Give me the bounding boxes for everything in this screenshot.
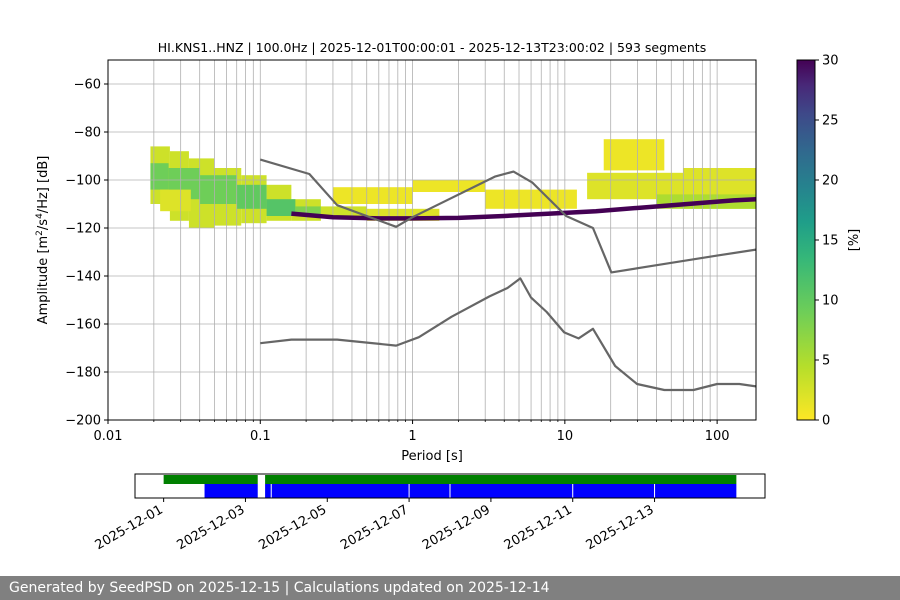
timeline-tick-label: 2025-12-09 bbox=[420, 502, 493, 553]
colorbar-tick-label: 30 bbox=[822, 54, 839, 69]
timeline-tick-label: 2025-12-13 bbox=[584, 502, 657, 553]
plot-frame bbox=[107, 59, 757, 421]
timeline-tick-label: 2025-12-07 bbox=[338, 502, 411, 553]
timeline-tick-label: 2025-12-01 bbox=[93, 502, 166, 553]
data-availability-timeline bbox=[163, 475, 737, 498]
x-tick-label: 0.1 bbox=[250, 429, 271, 444]
y-tick-label: −140 bbox=[65, 270, 101, 285]
x-tick-label: 100 bbox=[705, 429, 730, 444]
psd-figure: HI.KNS1..HNZ | 100.0Hz | 2025-12-01T00:0… bbox=[35, 40, 862, 553]
x-tick-label: 0.01 bbox=[94, 429, 123, 444]
y-tick-label: −120 bbox=[65, 222, 101, 237]
noise-model-lines bbox=[259, 158, 756, 392]
low-noise-model-line bbox=[260, 277, 756, 392]
footer-text: Generated by SeedPSD on 2025-12-15 | Cal… bbox=[9, 580, 550, 596]
timeline-bar-blue bbox=[204, 484, 258, 498]
timeline-frame bbox=[134, 473, 766, 499]
timeline-bar-blue bbox=[265, 484, 737, 498]
colorbar-gradient bbox=[796, 59, 816, 421]
density-cell bbox=[332, 187, 413, 204]
colorbar-tick-label: 0 bbox=[822, 414, 830, 429]
high-noise-model-line bbox=[259, 158, 756, 274]
timeline-tick-label: 2025-12-11 bbox=[502, 502, 575, 553]
colorbar-tick-label: 20 bbox=[822, 174, 839, 189]
density-cell bbox=[236, 184, 267, 209]
grid-lines bbox=[108, 60, 756, 420]
colorbar-label: [%] bbox=[847, 229, 862, 252]
colorbar-tick-label: 10 bbox=[822, 294, 839, 309]
y-tick-label: −80 bbox=[74, 126, 101, 141]
y-tick-label: −60 bbox=[74, 78, 101, 93]
timeline-bar-green bbox=[265, 475, 737, 484]
x-tick-label: 1 bbox=[408, 429, 416, 444]
density-cell bbox=[412, 180, 486, 192]
y-axis-ticks: −60 −80 −100 −120 −140 −160 −180 −200 bbox=[65, 78, 108, 429]
footer-bar: Generated by SeedPSD on 2025-12-15 | Cal… bbox=[0, 576, 900, 600]
timeline-tick-label: 2025-12-03 bbox=[175, 502, 248, 553]
density-cell bbox=[199, 175, 237, 204]
y-axis-label: Amplitude [m2/s4/Hz] [dB] bbox=[35, 156, 51, 325]
colorbar-tick-label: 5 bbox=[822, 354, 830, 369]
y-tick-label: −180 bbox=[65, 366, 101, 381]
density-cell bbox=[603, 139, 665, 171]
x-axis-ticks: 0.01 0.1 1 10 100 bbox=[94, 420, 730, 444]
colorbar-tick-label: 15 bbox=[822, 234, 839, 249]
density-cell bbox=[150, 163, 169, 190]
x-tick-label: 10 bbox=[557, 429, 574, 444]
density-cell bbox=[266, 199, 296, 216]
chart-title: HI.KNS1..HNZ | 100.0Hz | 2025-12-01T00:0… bbox=[158, 40, 706, 55]
x-axis-label: Period [s] bbox=[401, 449, 463, 464]
colorbar-ticks: 0 5 10 15 20 25 30 bbox=[815, 54, 839, 429]
y-tick-label: −200 bbox=[65, 414, 101, 429]
timeline-bar-green bbox=[163, 475, 258, 484]
y-tick-label: −100 bbox=[65, 174, 101, 189]
y-tick-label: −160 bbox=[65, 318, 101, 333]
colorbar-tick-label: 25 bbox=[822, 114, 839, 129]
density-heatmap bbox=[150, 139, 756, 228]
timeline-ticks: 2025-12-01 2025-12-03 2025-12-05 2025-12-07… bbox=[93, 498, 657, 553]
density-cell bbox=[295, 206, 321, 216]
timeline-tick-label: 2025-12-05 bbox=[256, 502, 329, 553]
density-cell bbox=[160, 189, 191, 212]
